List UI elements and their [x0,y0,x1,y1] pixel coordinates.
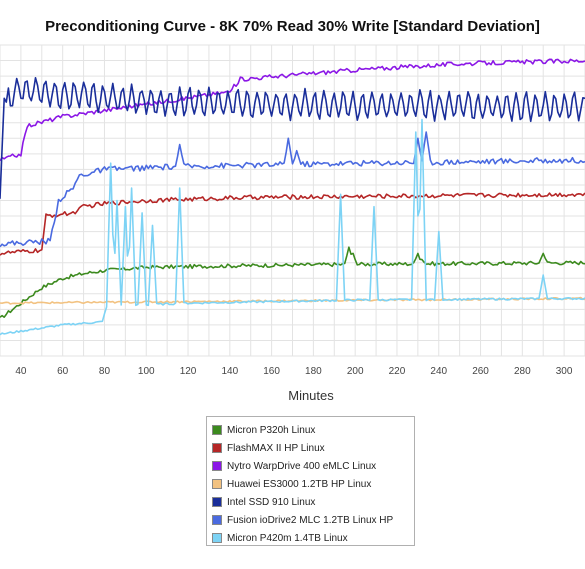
legend-swatch [212,443,222,453]
legend-swatch [212,461,222,471]
x-tick-label: 120 [180,366,197,377]
series-line [0,77,585,199]
x-tick-labels: 40 60 80 100 120 140 160 180 200 220 240 260 280 300 [15,366,573,377]
x-tick-label: 160 [263,366,280,377]
series-line [0,192,585,256]
legend-item: Fusion ioDrive2 MLC 1.2TB Linux HP [212,511,414,529]
legend-label: Micron P420m 1.4TB Linux [227,532,348,544]
legend-label: Intel SSD 910 Linux [227,496,316,508]
legend-swatch [212,497,222,507]
x-tick-label: 280 [514,366,531,377]
series-line [0,118,585,336]
x-tick-label: 240 [430,366,447,377]
series-line [0,246,585,318]
legend-item: FlashMAX II HP Linux [212,439,414,457]
legend-label: Nytro WarpDrive 400 eMLC Linux [227,460,377,472]
series-lines [0,58,585,336]
legend-swatch [212,515,222,525]
legend-swatch [212,479,222,489]
legend: Micron P320h Linux FlashMAX II HP Linux Ny… [206,416,415,546]
grid-lines [0,44,585,357]
series-line [0,131,585,248]
legend-swatch [212,533,222,543]
legend-label: Fusion ioDrive2 MLC 1.2TB Linux HP [227,514,394,526]
x-tick-label: 100 [138,366,155,377]
x-tick-label: 180 [305,366,322,377]
x-tick-label: 60 [57,366,69,377]
legend-label: Micron P320h Linux [227,424,316,436]
x-axis-label: Minutes [288,388,334,403]
legend-item: Micron P420m 1.4TB Linux [212,529,414,547]
x-tick-label: 300 [556,366,573,377]
x-tick-label: 260 [472,366,489,377]
x-tick-label: 220 [389,366,406,377]
legend-item: Nytro WarpDrive 400 eMLC Linux [212,457,414,475]
chart-title: Preconditioning Curve - 8K 70% Read 30% … [45,18,540,35]
legend-swatch [212,425,222,435]
legend-item: Huawei ES3000 1.2TB HP Linux [212,475,414,493]
x-tick-label: 140 [221,366,238,377]
legend-item: Micron P320h Linux [212,421,414,439]
legend-label: Huawei ES3000 1.2TB HP Linux [227,478,372,490]
x-tick-label: 200 [347,366,364,377]
x-tick-label: 80 [99,366,111,377]
legend-item: Intel SSD 910 Linux [212,493,414,511]
x-tick-label: 40 [15,366,27,377]
legend-label: FlashMAX II HP Linux [227,442,325,454]
